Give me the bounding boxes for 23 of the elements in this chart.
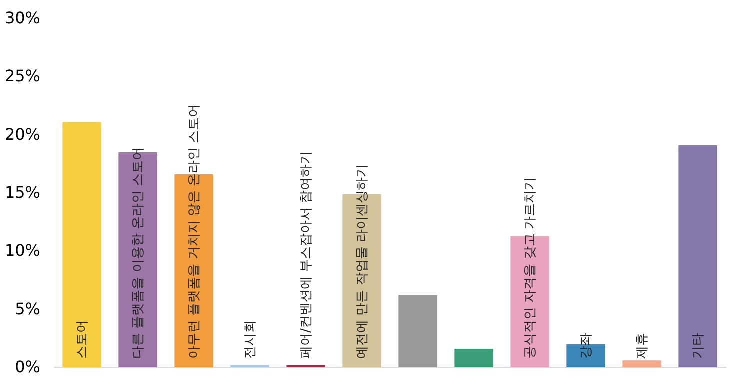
x-tick-label: 아무런 플랫폼을 거치지 않은 온라인 스토어 — [187, 104, 202, 359]
bar — [510, 236, 550, 368]
y-tick-label: 0% — [15, 358, 40, 376]
x-tick-label: 예전에 만든 작업물 라이센싱하기 — [355, 164, 370, 359]
x-tick-label: 공식적인 자격을 갖고 가르치기 — [523, 178, 538, 359]
bar — [398, 296, 438, 368]
y-tick-label: 15% — [4, 183, 40, 202]
x-tick-label: 다른 플랫폼을 이용한 온라인 스토어 — [131, 147, 146, 359]
x-tick-label: 전시회 — [243, 320, 258, 359]
x-tick-label: 스토어 — [75, 320, 90, 359]
bar — [622, 360, 662, 368]
y-tick-label: 10% — [4, 241, 40, 260]
y-tick-label: 25% — [4, 66, 40, 86]
bar — [678, 145, 718, 368]
x-tick-label: 기타 — [691, 333, 706, 359]
x-tick-label: 페어/컨벤션에 부스잡아서 참여하기 — [299, 151, 314, 359]
y-tick-label: 5% — [15, 299, 40, 318]
bar — [62, 122, 102, 368]
x-tick-label: 강좌 — [579, 333, 594, 359]
y-tick-label: 20% — [4, 124, 40, 144]
bar — [454, 349, 494, 368]
x-tick-label: 제휴 — [635, 333, 650, 359]
y-tick-label: 30% — [4, 8, 40, 28]
